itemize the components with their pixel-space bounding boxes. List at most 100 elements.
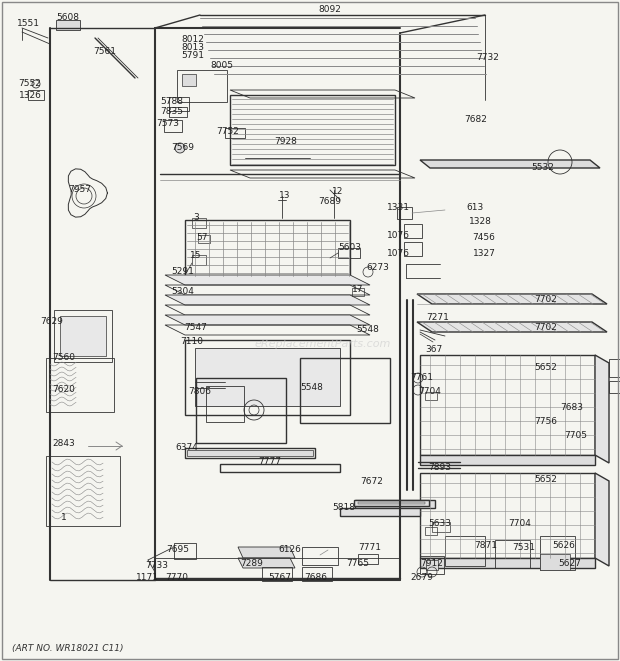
Text: 7752: 7752 — [216, 128, 239, 137]
Bar — [54, 310, 112, 362]
Bar — [432, 522, 450, 532]
Text: 1171: 1171 — [136, 574, 159, 582]
Text: 7689: 7689 — [319, 198, 342, 206]
Text: 7732: 7732 — [477, 54, 500, 63]
Text: 7770: 7770 — [166, 574, 188, 582]
Text: 7765: 7765 — [347, 559, 370, 568]
Text: 13: 13 — [279, 192, 291, 200]
Bar — [185, 340, 350, 415]
Text: 7705: 7705 — [564, 432, 588, 440]
Bar — [302, 567, 332, 581]
Text: 1328: 1328 — [469, 217, 492, 227]
Text: 7682: 7682 — [464, 116, 487, 124]
Text: 7289: 7289 — [241, 559, 264, 568]
Polygon shape — [595, 355, 609, 463]
Text: 1327: 1327 — [472, 249, 495, 258]
Bar — [185, 448, 315, 458]
Text: 1076: 1076 — [386, 231, 409, 241]
Text: 7547: 7547 — [185, 323, 208, 332]
Bar — [420, 473, 595, 558]
Bar — [192, 218, 206, 228]
Bar — [426, 560, 438, 570]
Text: 7561: 7561 — [94, 48, 117, 56]
Text: 5608: 5608 — [56, 13, 79, 22]
Text: 5767: 5767 — [268, 574, 291, 582]
Text: 15: 15 — [190, 251, 202, 260]
Bar — [425, 392, 437, 400]
Text: 17: 17 — [352, 286, 364, 295]
Bar — [420, 355, 595, 455]
Text: 5548: 5548 — [301, 383, 324, 393]
Text: 613: 613 — [466, 204, 484, 212]
Bar — [220, 464, 340, 472]
Text: 7683: 7683 — [560, 403, 583, 412]
Polygon shape — [165, 315, 370, 325]
Bar — [169, 107, 187, 117]
Bar — [187, 450, 313, 456]
Text: 7531: 7531 — [513, 543, 536, 553]
Text: 7686: 7686 — [304, 574, 327, 582]
Bar — [28, 90, 44, 100]
Text: 5652: 5652 — [534, 475, 557, 485]
Text: 1: 1 — [61, 514, 67, 522]
Text: eReplacementParts.com: eReplacementParts.com — [254, 338, 391, 349]
Text: 2679: 2679 — [410, 574, 433, 582]
Bar — [609, 381, 620, 393]
Bar — [177, 70, 227, 102]
Bar — [185, 220, 350, 278]
Text: 7835: 7835 — [161, 108, 184, 116]
Text: 5626: 5626 — [552, 541, 575, 551]
Bar — [420, 558, 595, 568]
Text: 7928: 7928 — [275, 137, 298, 147]
Bar — [352, 288, 364, 296]
Polygon shape — [417, 322, 607, 332]
Text: 7271: 7271 — [427, 313, 449, 323]
Text: 7777: 7777 — [259, 457, 281, 467]
Bar — [46, 456, 120, 526]
Text: 7569: 7569 — [172, 143, 195, 153]
Text: 7695: 7695 — [167, 545, 190, 555]
Text: 7771: 7771 — [358, 543, 381, 553]
Text: 7672: 7672 — [361, 477, 383, 486]
Bar — [340, 508, 420, 516]
Text: 5791: 5791 — [182, 52, 205, 61]
Text: 7871: 7871 — [474, 541, 497, 551]
Bar — [358, 502, 425, 504]
Text: 7629: 7629 — [40, 317, 63, 327]
Text: 7456: 7456 — [472, 233, 495, 243]
Text: 7756: 7756 — [534, 418, 557, 426]
Text: 7702: 7702 — [534, 323, 557, 332]
Text: 1076: 1076 — [386, 249, 409, 258]
Text: 5304: 5304 — [172, 288, 195, 297]
Text: 5818: 5818 — [332, 504, 355, 512]
Bar — [192, 255, 206, 265]
Bar — [174, 543, 196, 559]
Text: 7893: 7893 — [428, 463, 451, 473]
Text: 7560: 7560 — [53, 354, 76, 362]
Bar — [338, 248, 360, 258]
Bar — [182, 74, 196, 86]
Text: 1551: 1551 — [17, 20, 40, 28]
Bar — [60, 316, 106, 356]
Text: 8013: 8013 — [182, 44, 205, 52]
Text: 7110: 7110 — [180, 338, 203, 346]
Bar — [420, 556, 444, 574]
Bar — [206, 386, 244, 422]
Text: 6374: 6374 — [175, 444, 198, 453]
Bar — [397, 207, 412, 219]
Bar — [164, 120, 182, 132]
Text: 5291: 5291 — [172, 268, 195, 276]
Bar — [404, 242, 422, 256]
Text: 7620: 7620 — [53, 385, 76, 395]
Text: 3: 3 — [193, 214, 199, 223]
Text: 5788: 5788 — [161, 98, 184, 106]
Circle shape — [175, 143, 185, 153]
Polygon shape — [420, 160, 600, 168]
Text: 7702: 7702 — [534, 295, 557, 305]
Bar — [169, 97, 189, 111]
Text: (ART NO. WR18021 C11): (ART NO. WR18021 C11) — [12, 644, 123, 652]
Bar — [195, 348, 340, 406]
Polygon shape — [417, 294, 607, 304]
Bar — [196, 378, 286, 443]
Text: 367: 367 — [425, 346, 443, 354]
